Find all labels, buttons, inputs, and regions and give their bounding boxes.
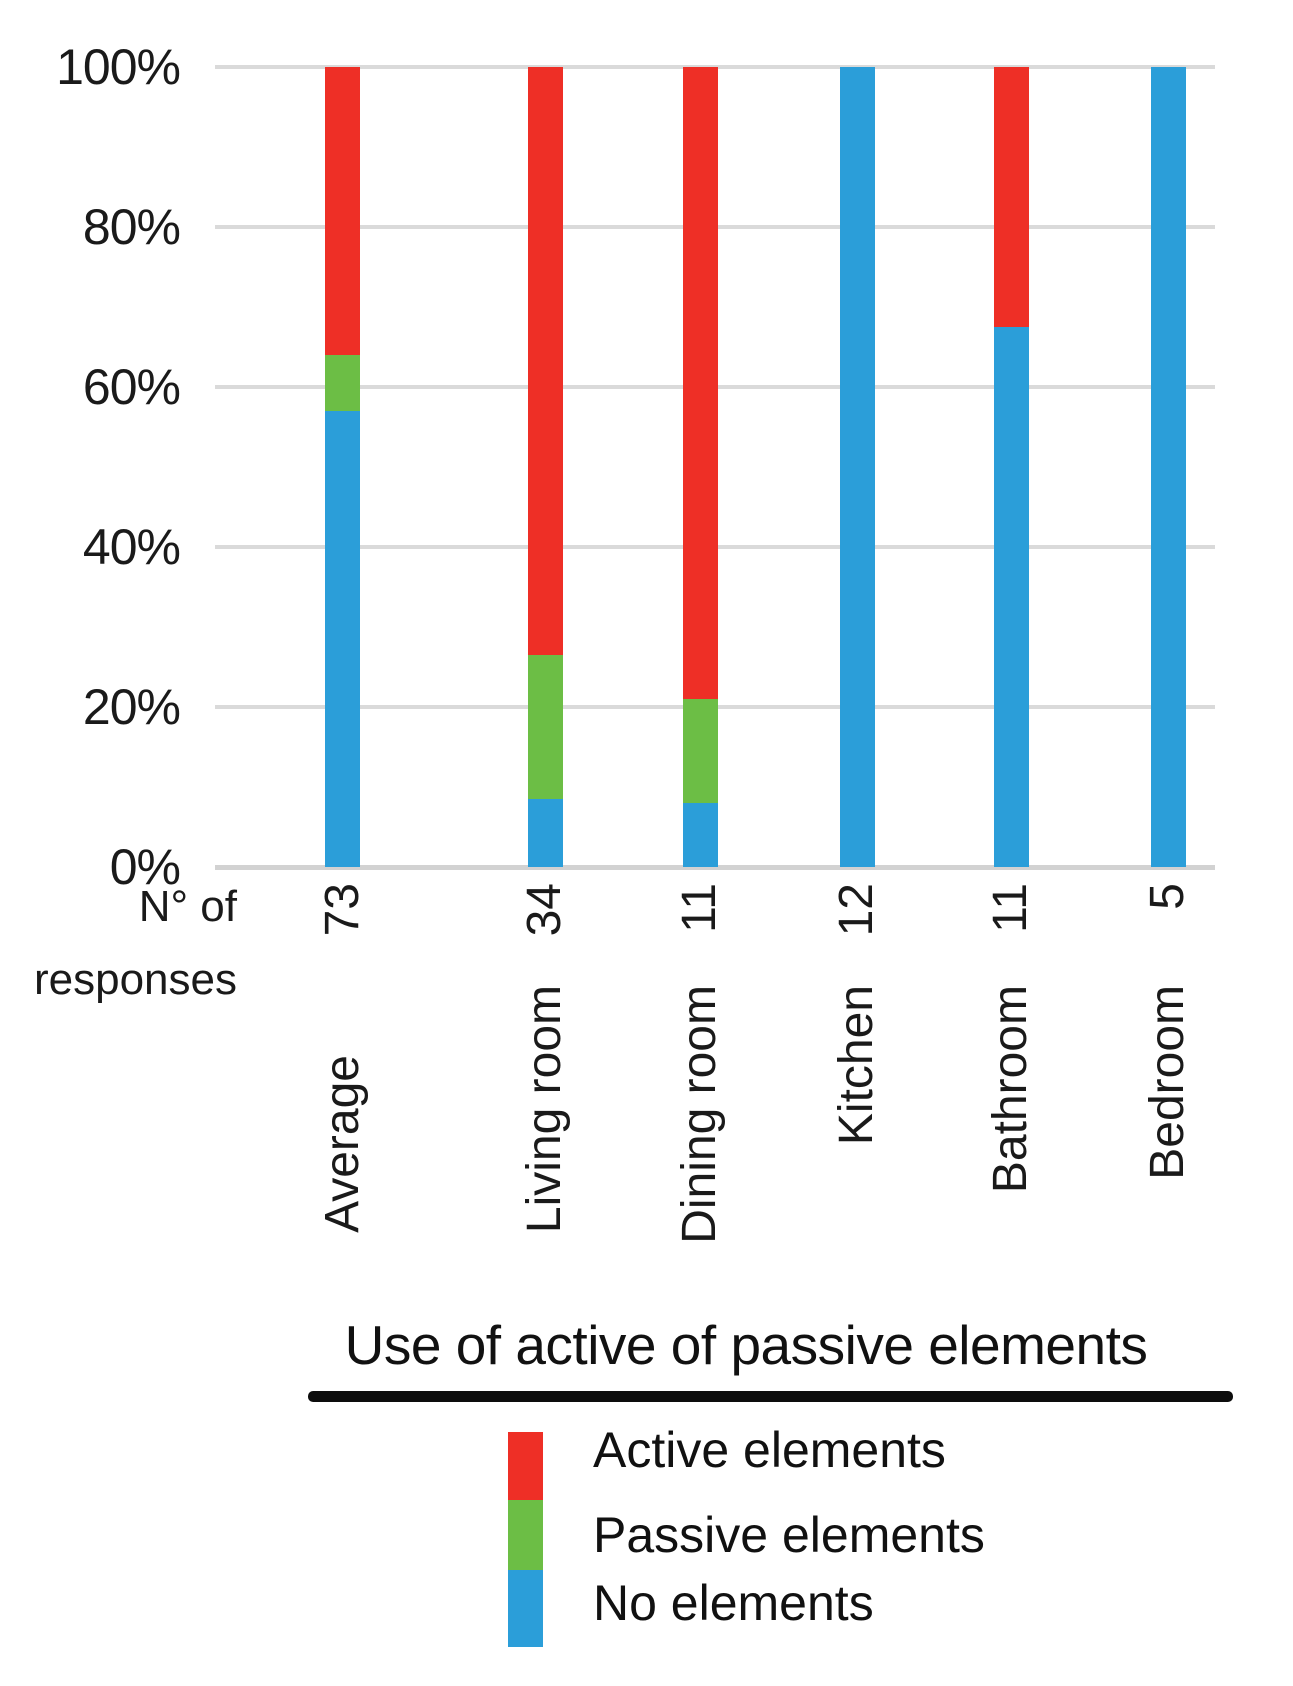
y-tick-label-40%: 40% [82, 519, 181, 575]
legend-swatch-active-elements [508, 1432, 543, 1500]
segment-passive-elements [325, 355, 360, 411]
bar-living-room [527, 67, 563, 867]
bar-dining-room [682, 67, 718, 867]
y-tick-label-80%: 80% [82, 199, 181, 255]
plot-area [215, 65, 1215, 870]
legend-swatch-no-elements [508, 1570, 543, 1647]
chart-title: Use of active of passive elements [344, 1314, 1148, 1376]
segment-no-elements [682, 803, 718, 867]
bar-average [325, 67, 360, 867]
responses-count-bedroom: 5 [1141, 883, 1194, 910]
segment-no-elements [1150, 67, 1186, 867]
segment-no-elements [839, 67, 875, 867]
responses-count-bathroom: 11 [984, 883, 1037, 933]
segment-active-elements [325, 67, 360, 355]
x-axis-note-line2: responses [33, 955, 237, 1004]
category-label-bathroom: Bathroom [984, 985, 1037, 1194]
bar-kitchen [839, 67, 875, 867]
segment-no-elements [993, 327, 1029, 867]
y-tick-label-0%: 0% [109, 839, 181, 895]
segment-passive-elements [682, 699, 718, 803]
y-tick-label-20%: 20% [82, 679, 181, 735]
responses-count-kitchen: 12 [830, 883, 883, 937]
segment-no-elements [325, 411, 360, 867]
category-label-living-room: Living room [518, 985, 571, 1234]
legend-color-bar [508, 1432, 543, 1647]
title-separator-line [308, 1391, 1233, 1402]
category-label-kitchen: Kitchen [830, 985, 883, 1146]
bar-bathroom [993, 67, 1029, 867]
x-axis-note-line1: N° of [138, 882, 237, 931]
responses-count-average: 73 [315, 883, 369, 937]
bar-bedroom [1150, 67, 1186, 867]
category-label-dining-room: Dining room [673, 985, 726, 1244]
segment-no-elements [527, 799, 563, 867]
legend-swatch-passive-elements [508, 1500, 543, 1570]
legend-label-passive-elements: Passive elements [593, 1507, 985, 1563]
segment-active-elements [993, 67, 1029, 327]
responses-count-living-room: 34 [518, 883, 571, 937]
category-label-average: Average [315, 1055, 369, 1233]
category-label-bedroom: Bedroom [1141, 985, 1194, 1180]
legend-label-no-elements: No elements [593, 1575, 874, 1631]
x-axis-line [215, 865, 1215, 870]
segment-passive-elements [527, 655, 563, 799]
y-tick-label-100%: 100% [56, 39, 181, 95]
y-tick-label-60%: 60% [82, 359, 181, 415]
segment-active-elements [527, 67, 563, 655]
responses-count-dining-room: 11 [673, 883, 726, 933]
segment-active-elements [682, 67, 718, 699]
legend-label-active-elements: Active elements [593, 1422, 946, 1478]
